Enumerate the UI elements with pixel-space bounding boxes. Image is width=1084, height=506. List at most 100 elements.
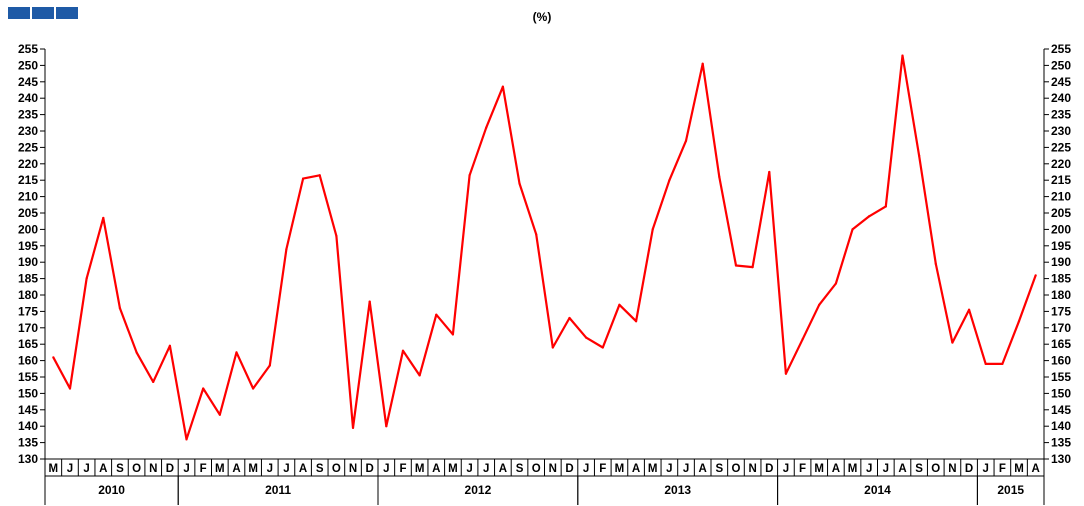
month-tick-label: S	[715, 463, 723, 475]
y-tick-label-right: 220	[1051, 157, 1071, 171]
y-tick-label-left: 180	[18, 288, 38, 302]
data-point	[818, 303, 821, 306]
month-tick-label: J	[183, 463, 189, 475]
data-point	[168, 344, 171, 347]
month-tick-label: M	[1014, 463, 1024, 475]
data-point	[351, 426, 355, 429]
data-point	[601, 346, 604, 349]
data-point	[401, 349, 405, 352]
y-tick-label-right: 255	[1051, 42, 1071, 56]
month-tick-label: A	[432, 463, 440, 475]
y-tick-label-left: 235	[18, 108, 38, 122]
month-tick-label: M	[814, 463, 824, 475]
data-point	[651, 228, 654, 231]
data-point	[967, 308, 971, 311]
y-tick-label-right: 170	[1051, 321, 1071, 335]
month-tick-label: D	[565, 463, 573, 475]
month-tick-label: F	[799, 463, 806, 475]
year-label: 2013	[664, 483, 691, 497]
logo-block	[8, 7, 30, 19]
month-tick-label: A	[1032, 463, 1040, 475]
data-point	[318, 174, 321, 177]
month-tick-label: J	[783, 463, 789, 475]
y-tick-label-right: 240	[1051, 91, 1071, 105]
y-tick-label-left: 255	[18, 42, 38, 56]
y-tick-label-left: 165	[18, 337, 38, 351]
data-point	[301, 177, 305, 180]
month-tick-label: N	[549, 463, 557, 475]
y-tick-label-right: 165	[1051, 337, 1071, 351]
data-point	[934, 262, 937, 265]
month-tick-label: A	[299, 463, 307, 475]
data-point	[851, 228, 854, 231]
y-tick-label-left: 140	[18, 419, 38, 433]
data-point	[185, 438, 188, 441]
month-tick-label: A	[699, 463, 707, 475]
data-point	[1001, 362, 1004, 365]
data-point	[385, 425, 388, 428]
month-tick-label: J	[866, 463, 872, 475]
month-tick-label: J	[883, 463, 889, 475]
month-tick-label: F	[599, 463, 606, 475]
month-tick-label: D	[765, 463, 773, 475]
data-point	[668, 179, 671, 182]
y-tick-label-right: 155	[1051, 370, 1071, 384]
y-tick-label-right: 215	[1051, 173, 1071, 187]
chart-series	[52, 54, 1037, 441]
data-point	[684, 139, 688, 142]
data-point	[618, 303, 621, 306]
data-point	[485, 126, 488, 129]
series-line	[52, 54, 1037, 441]
data-point	[52, 356, 55, 359]
y-tick-label-right: 230	[1051, 124, 1071, 138]
month-tick-label: A	[898, 463, 906, 475]
data-point	[535, 233, 538, 236]
data-point	[768, 170, 771, 174]
year-label: 2010	[98, 483, 125, 497]
month-tick-label: F	[999, 463, 1006, 475]
unit-label: (%)	[532, 10, 552, 24]
month-tick-label: S	[316, 463, 324, 475]
data-point	[751, 266, 754, 269]
y-tick-label-right: 195	[1051, 239, 1071, 253]
y-tick-label-right: 145	[1051, 403, 1071, 417]
data-point	[218, 413, 221, 416]
month-tick-label: J	[267, 463, 273, 475]
data-point	[335, 234, 338, 238]
month-tick-label: M	[615, 463, 625, 475]
month-tick-label: M	[248, 463, 258, 475]
y-tick-label-left: 175	[18, 304, 38, 318]
month-tick-label: O	[332, 463, 341, 475]
month-tick-label: J	[67, 463, 73, 475]
data-point	[451, 333, 455, 336]
year-label: 2012	[465, 483, 492, 497]
brand-logo	[8, 7, 78, 19]
data-point	[718, 175, 721, 179]
y-tick-label-left: 160	[18, 354, 38, 368]
month-tick-label: D	[965, 463, 973, 475]
data-point	[834, 282, 837, 285]
month-tick-label: D	[366, 463, 374, 475]
y-tick-label-right: 210	[1051, 190, 1071, 204]
y-tick-label-right: 245	[1051, 75, 1071, 89]
month-tick-label: N	[349, 463, 357, 475]
month-tick-label: M	[415, 463, 425, 475]
data-point	[152, 380, 155, 384]
data-point	[984, 362, 987, 365]
data-point	[268, 364, 271, 367]
y-tick-label-right: 150	[1051, 386, 1071, 400]
data-point	[252, 387, 255, 390]
data-point	[868, 215, 871, 218]
month-tick-label: S	[915, 463, 923, 475]
data-point	[518, 182, 521, 185]
y-tick-label-left: 135	[18, 436, 38, 450]
month-tick-label: M	[215, 463, 225, 475]
data-point	[701, 62, 704, 65]
data-point	[501, 85, 504, 88]
month-tick-label: M	[848, 463, 858, 475]
data-point	[102, 216, 105, 220]
month-tick-label: J	[583, 463, 589, 475]
y-tick-label-left: 210	[18, 190, 38, 204]
logo-block	[56, 7, 78, 19]
data-point	[551, 346, 554, 349]
